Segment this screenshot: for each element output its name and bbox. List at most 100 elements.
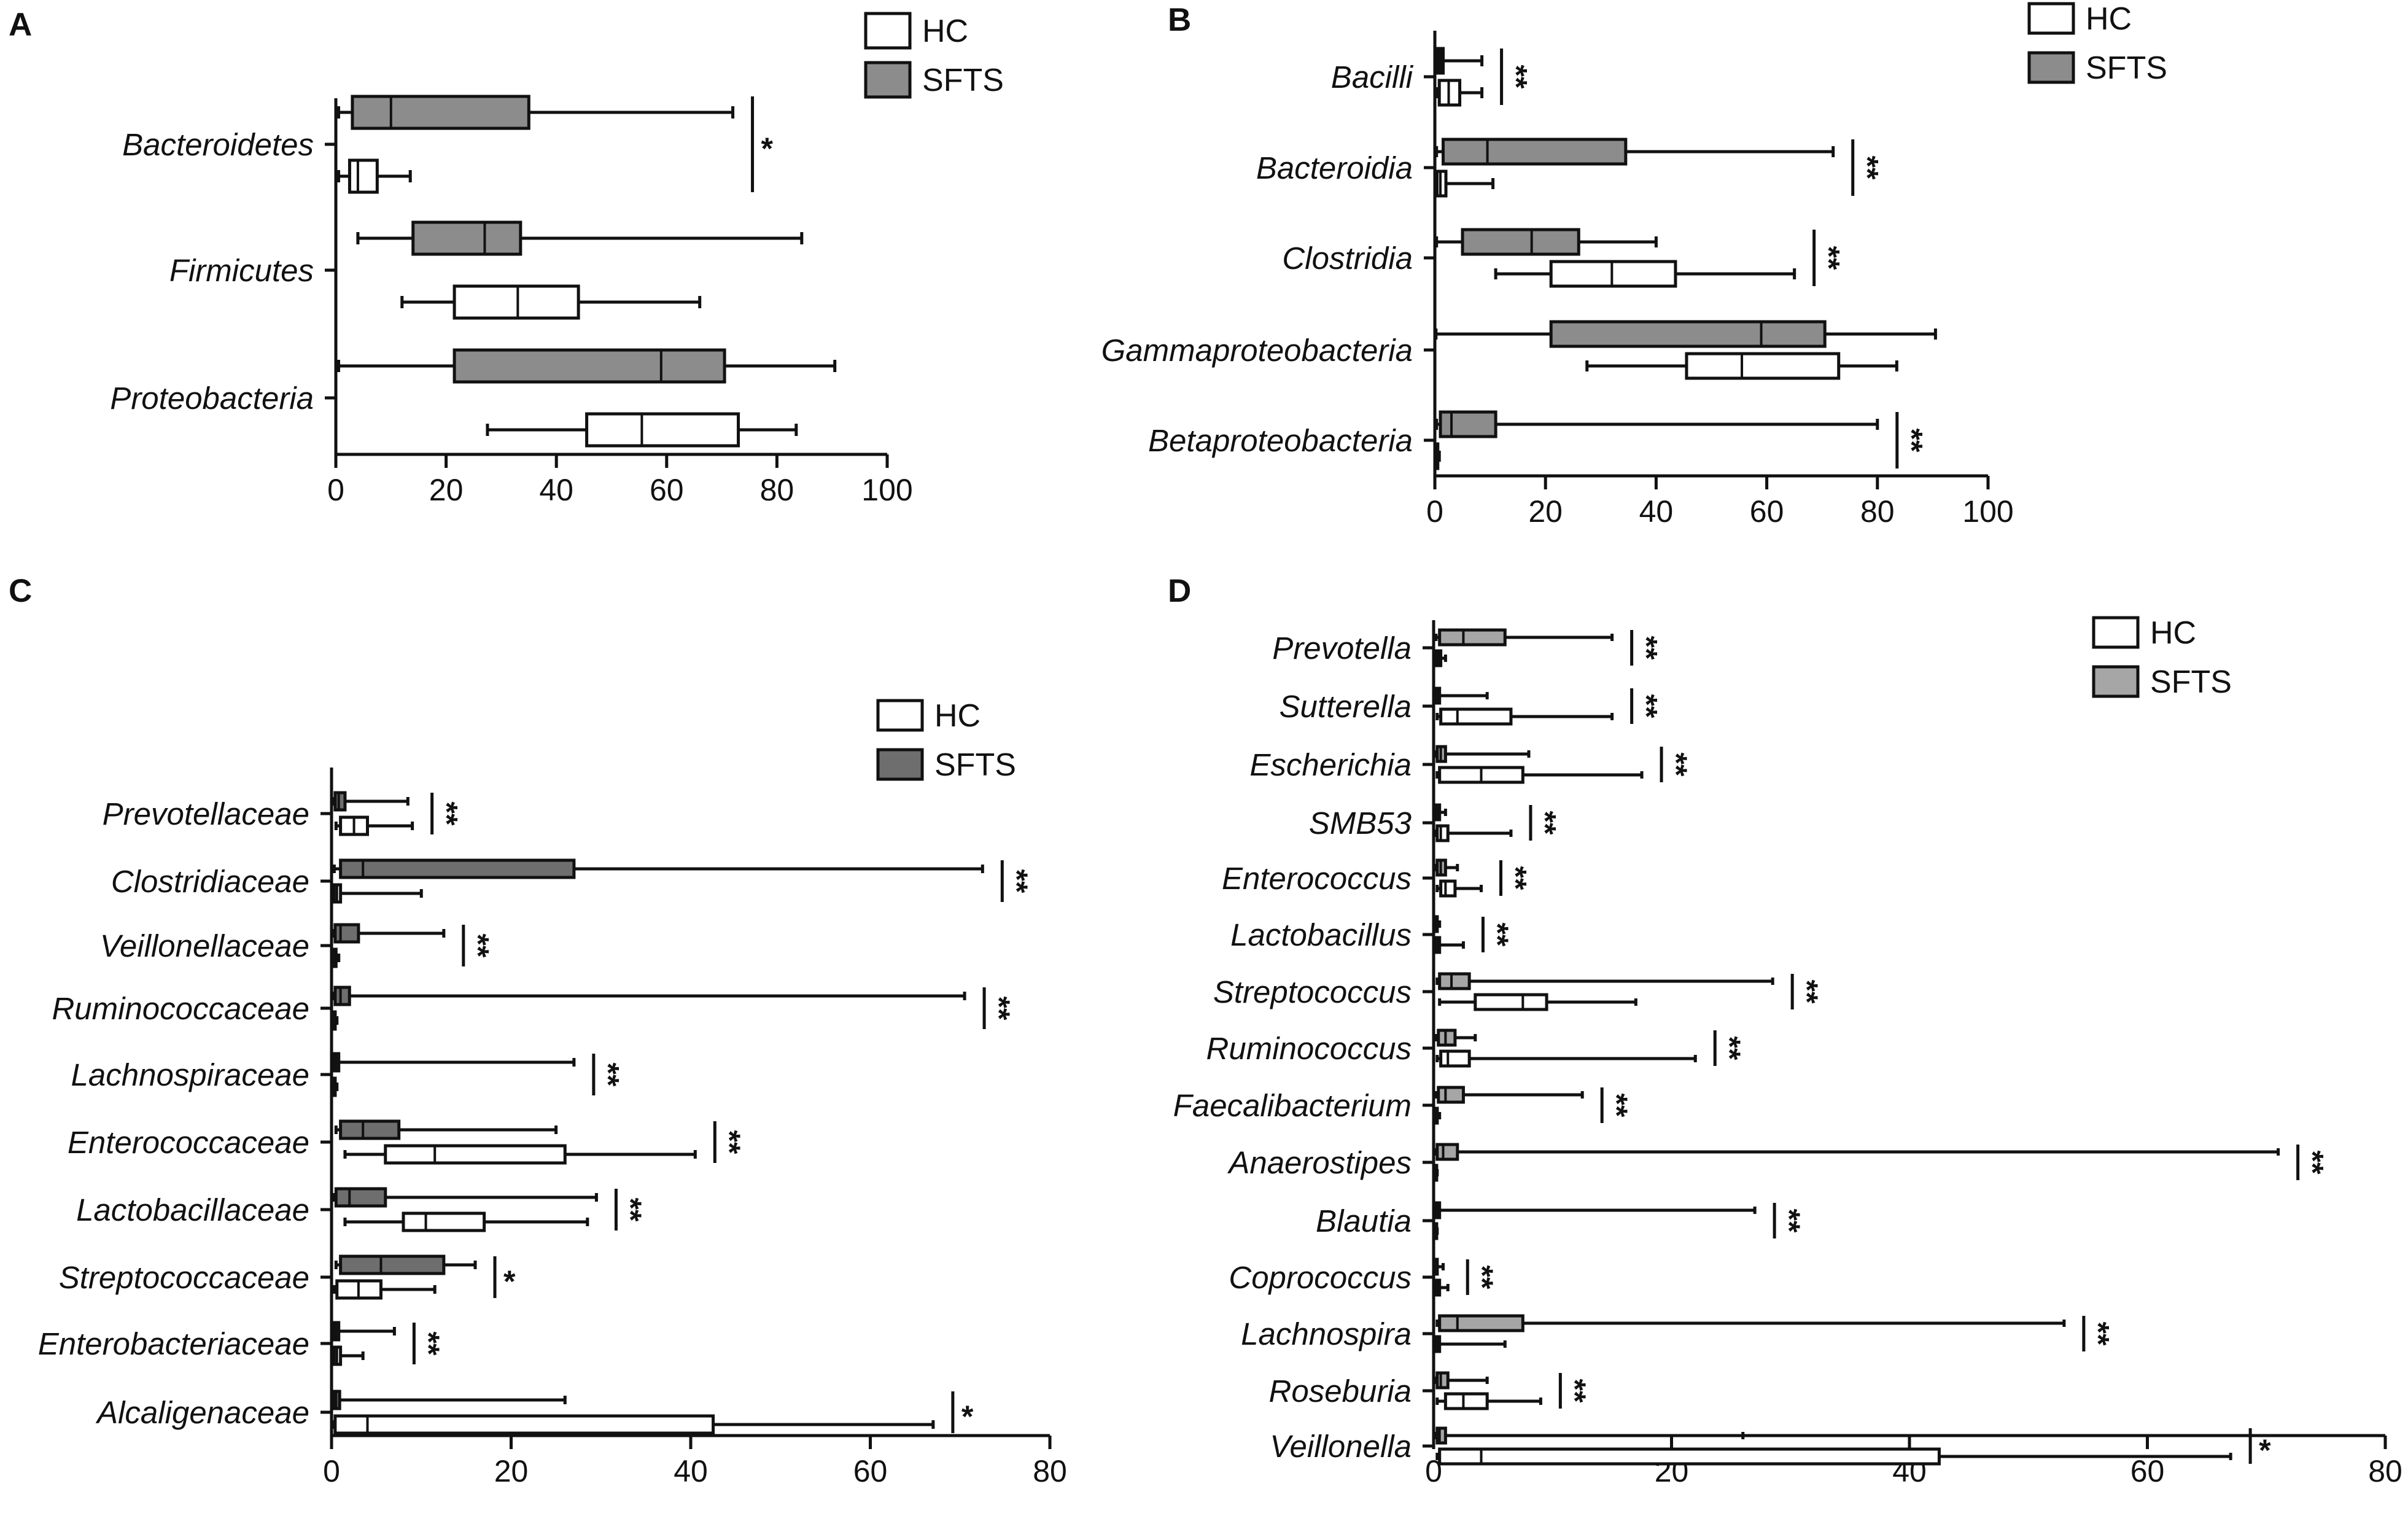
- sfts-box: [333, 986, 351, 1006]
- panel-label: A: [9, 7, 32, 43]
- x-tick-label: 100: [861, 473, 912, 507]
- significance-label: **: [1712, 1036, 1747, 1060]
- category-label: Lachnospira: [1241, 1316, 1412, 1351]
- panel-A: A 0 20 40 60 80 100 HC SFTS Bacteroidetes * Firmicu…: [9, 7, 1004, 507]
- x-tick-label: 40: [539, 473, 573, 507]
- category-label: Gammaproteobacteria: [1101, 333, 1413, 368]
- hc-box: [384, 1144, 567, 1165]
- significance-label: **: [591, 1063, 626, 1087]
- category-label: Enterococcaceae: [68, 1125, 309, 1160]
- significance-label: **: [429, 802, 464, 826]
- significance-label: **: [1629, 694, 1663, 718]
- significance-label: **: [1480, 923, 1515, 947]
- x-tick-label: 0: [1426, 494, 1443, 529]
- category-label: Lachnospiraceae: [71, 1057, 309, 1092]
- significance-label: **: [1498, 866, 1532, 890]
- x-tick-label: 60: [853, 1454, 888, 1488]
- category-label: Ruminococcus: [1206, 1031, 1412, 1066]
- category-label: Alcaligenaceae: [95, 1395, 309, 1430]
- panel-label: B: [1168, 2, 1191, 38]
- hc-box: [1549, 260, 1677, 288]
- category-label: Bacilli: [1331, 60, 1414, 95]
- legend-swatch-sfts: [876, 748, 924, 781]
- significance-label: **: [1811, 246, 1846, 270]
- significance-label: **: [1659, 753, 1693, 777]
- legend-swatch-hc: [2092, 616, 2140, 649]
- sfts-box: [1438, 972, 1471, 990]
- legend-label-hc: HC: [934, 698, 981, 734]
- sfts-box: [339, 1119, 401, 1140]
- category-label: Firmicutes: [169, 253, 314, 288]
- category-label: Proteobacteria: [110, 381, 314, 416]
- x-tick-label: 40: [1639, 494, 1674, 529]
- sfts-box: [1549, 320, 1827, 348]
- category-label: Streptococcaceae: [59, 1260, 309, 1295]
- x-tick-label: 20: [494, 1454, 529, 1488]
- category-label: Betaproteobacteria: [1148, 423, 1413, 458]
- significance-label: **: [1465, 1265, 1499, 1289]
- significance-label: **: [1528, 811, 1563, 835]
- category-label: SMB53: [1309, 806, 1412, 841]
- sfts-box: [339, 1254, 446, 1275]
- category-label: Prevotella: [1272, 631, 1412, 666]
- x-tick-label: 80: [2368, 1454, 2402, 1488]
- panel-B: B 0 20 40 60 80 100 HC SFTS Bacilli ** Bacteroidia *…: [1101, 1, 2167, 529]
- hc-box: [1439, 879, 1457, 898]
- hc-box: [585, 412, 740, 448]
- category-label: Veillonellaceae: [100, 928, 309, 963]
- category-label: Veillonella: [1270, 1429, 1412, 1464]
- sfts-box: [1438, 1314, 1524, 1332]
- hc-box: [1439, 707, 1513, 726]
- x-tick-label: 20: [429, 473, 464, 507]
- x-tick-label: 80: [1860, 494, 1895, 529]
- sfts-box: [1461, 228, 1580, 256]
- x-tick-label: 60: [1750, 494, 1784, 529]
- significance-label: **: [1499, 65, 1533, 89]
- significance-label: **: [461, 934, 495, 958]
- significance-label: **: [2081, 1322, 2116, 1346]
- panel-label: C: [9, 573, 32, 609]
- hc-box: [333, 1414, 715, 1435]
- sfts-box: [1442, 138, 1628, 166]
- legend-swatch-sfts: [2092, 665, 2140, 698]
- significance-label: *: [961, 1399, 974, 1434]
- significance-label: **: [1558, 1379, 1592, 1403]
- legend-label-hc: HC: [2086, 1, 2132, 37]
- significance-label: **: [1790, 980, 1824, 1004]
- category-label: Anaerostipes: [1227, 1145, 1412, 1180]
- significance-label: **: [1772, 1209, 1806, 1233]
- category-label: Lactobacillus: [1230, 917, 1412, 952]
- x-tick-label: 60: [650, 473, 684, 507]
- significance-label: **: [613, 1198, 648, 1222]
- significance-label: **: [712, 1130, 747, 1154]
- category-label: Streptococcus: [1213, 974, 1412, 1009]
- x-tick-label: 60: [2130, 1454, 2165, 1488]
- legend-swatch-sfts: [864, 61, 912, 99]
- category-label: Ruminococcaceae: [52, 991, 309, 1026]
- significance-label: *: [761, 131, 774, 166]
- category-label: Enterobacteriaceae: [38, 1326, 309, 1361]
- legend-swatch-hc: [876, 699, 924, 732]
- significance-label: **: [1000, 869, 1034, 893]
- sfts-box: [1437, 1086, 1465, 1104]
- legend-swatch-hc: [2027, 2, 2075, 35]
- significance-label: *: [2259, 1433, 2271, 1468]
- significance-label: **: [411, 1332, 446, 1356]
- hc-box: [1474, 993, 1548, 1011]
- legend-label-sfts: SFTS: [922, 63, 1004, 98]
- legend-label-hc: HC: [2150, 615, 2196, 651]
- category-label: Blautia: [1316, 1203, 1412, 1238]
- category-label: Sutterella: [1280, 689, 1412, 724]
- hc-box: [1685, 352, 1841, 380]
- x-tick-label: 80: [1033, 1454, 1067, 1488]
- category-label: Clostridiaceae: [111, 864, 309, 899]
- x-tick-label: 0: [323, 1454, 340, 1488]
- category-label: Bacteroidia: [1256, 150, 1413, 185]
- sfts-box: [1435, 1371, 1450, 1390]
- sfts-box: [333, 791, 347, 812]
- significance-label: **: [982, 997, 1016, 1021]
- hc-box: [452, 284, 580, 320]
- legend-swatch-hc: [864, 12, 912, 50]
